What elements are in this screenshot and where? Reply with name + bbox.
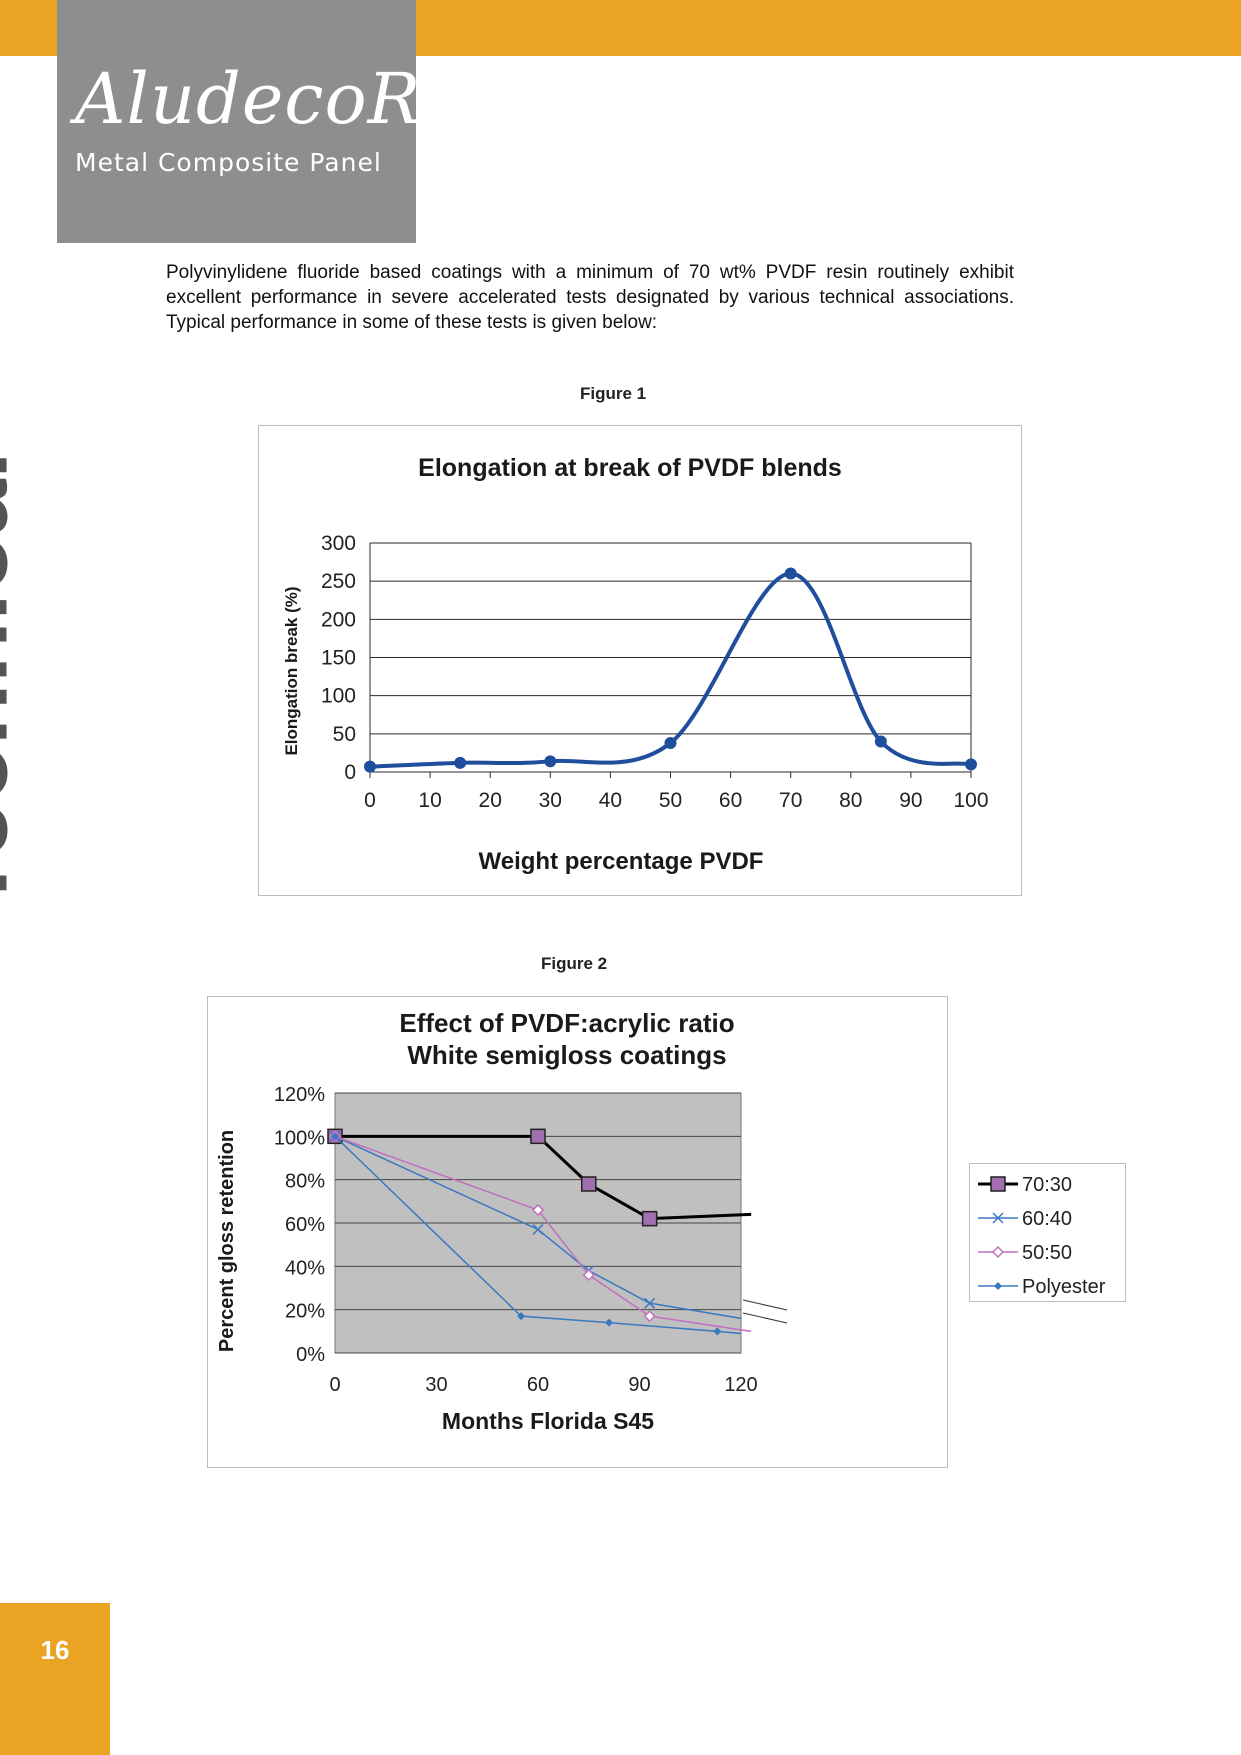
chart1-x-tick-label: 90 — [899, 789, 922, 812]
chart1-y-tick-label: 200 — [321, 608, 356, 631]
chart2-series-2-marker — [531, 1203, 545, 1217]
chart2-y-tick-label: 20% — [285, 1301, 325, 1323]
chart2-series-3-marker — [605, 1318, 614, 1327]
legend-entry-label: Polyester — [1022, 1276, 1106, 1298]
chart1-y-tick-label: 0 — [344, 761, 356, 784]
chart1-y-tick-label: 250 — [321, 570, 356, 593]
chart1-title: Elongation at break of PVDF blends — [418, 454, 842, 482]
chart2-y-tick-label: 120% — [274, 1084, 325, 1106]
figure2-legend: 70:30 60:40 50:50 Polyester — [969, 1163, 1126, 1302]
page-number-box: 16 — [0, 1603, 110, 1755]
chart1-data-point — [965, 758, 977, 771]
chart2-title: Effect of PVDF:acrylic ratio — [399, 1008, 734, 1038]
chart2-series-1-marker — [644, 1297, 656, 1309]
figure2-chart: Effect of PVDF:acrylic ratio White semig… — [207, 996, 948, 1468]
chart2-series-0-marker — [530, 1128, 546, 1145]
legend-swatch-marker — [991, 1245, 1005, 1259]
chart1-x-tick-label: 70 — [779, 789, 802, 812]
chart1-x-tick-label: 100 — [953, 789, 988, 812]
chart2-y-tick-label: 60% — [285, 1214, 325, 1236]
chart2-series-3-marker — [713, 1327, 722, 1336]
figure1-chart: Elongation at break of PVDF blends Weigh… — [258, 425, 1022, 896]
brand-logo: AludecoR Metal Composite Panel — [57, 0, 420, 243]
chart1-data-point — [364, 760, 376, 773]
chart1-x-axis-label: Weight percentage PVDF — [479, 848, 764, 875]
chart2-series-1-marker — [532, 1223, 544, 1236]
figure2-caption: Figure 2 — [541, 954, 608, 973]
chart2-series-2-marker — [582, 1268, 595, 1282]
legend-entry-label: 70:30 — [1022, 1174, 1072, 1196]
chart2-series-0-marker — [581, 1176, 597, 1192]
chart2-x-axis-label: Months Florida S45 — [442, 1408, 654, 1434]
figure2-svg: Effect of PVDF:acrylic ratio White semig… — [216, 1008, 788, 1434]
legend-entry-label: 60:40 — [1022, 1208, 1072, 1230]
chart2-series-2-marker — [643, 1310, 656, 1323]
chart2-leader-line — [742, 1312, 788, 1324]
logo-wordmark: AludecoR — [75, 58, 422, 140]
chart1-y-tick-label: 50 — [333, 723, 356, 746]
chart2-series-3-marker — [331, 1132, 339, 1141]
sidebar-label-text: Technical — [0, 451, 29, 914]
chart2-y-tick-label: 0% — [296, 1344, 325, 1366]
chart2-leader-line — [742, 1299, 788, 1311]
intro-paragraph: Polyvinylidene fluoride based coatings w… — [166, 262, 1014, 333]
legend-swatch-marker — [990, 1176, 1006, 1192]
legend-entry-label: 50:50 — [1022, 1242, 1072, 1264]
chart2-x-tick-label: 90 — [628, 1374, 650, 1396]
chart2-x-tick-label: 30 — [425, 1374, 447, 1396]
chart2-y-tick-label: 40% — [285, 1257, 325, 1279]
chart1-data-point — [664, 736, 677, 749]
chart2-y-tick-label: 100% — [274, 1127, 325, 1149]
legend-swatch-marker — [992, 1212, 1004, 1224]
figure1-svg: Elongation at break of PVDF blends Weigh… — [282, 454, 989, 875]
chart2-series-0-marker — [641, 1210, 658, 1227]
chart1-data-point — [784, 567, 797, 580]
chart1-y-tick-label: 300 — [321, 532, 356, 555]
chart1-x-tick-label: 80 — [839, 789, 862, 812]
chart2-x-tick-label: 0 — [329, 1374, 340, 1396]
logo-tagline: Metal Composite Panel — [75, 148, 382, 177]
chart2-y-tick-label: 80% — [285, 1171, 325, 1193]
chart2-x-tick-label: 60 — [527, 1374, 549, 1396]
chart1-data-point — [454, 756, 467, 769]
chart1-data-point — [544, 755, 557, 768]
chart2-subtitle: White semigloss coatings — [407, 1040, 726, 1070]
chart2-y-axis-label: Percent gloss retention — [216, 1130, 238, 1352]
chart1-x-tick-label: 20 — [479, 789, 502, 812]
chart1-x-tick-label: 0 — [364, 789, 376, 812]
chart1-y-tick-label: 100 — [321, 685, 356, 708]
chart1-x-tick-label: 30 — [539, 789, 562, 812]
legend-svg: 70:30 60:40 50:50 Polyester — [978, 1174, 1106, 1298]
page-number: 16 — [40, 1635, 70, 1665]
chart1-x-tick-label: 60 — [719, 789, 742, 812]
chart1-x-tick-label: 50 — [659, 789, 682, 812]
figure1-caption: Figure 1 — [580, 384, 647, 403]
chart1-data-point — [874, 735, 887, 748]
chart2-series-3-marker — [517, 1312, 526, 1321]
chart1-x-tick-label: 10 — [418, 789, 441, 812]
chart2-x-tick-label: 120 — [724, 1374, 757, 1396]
legend-swatch-marker — [994, 1282, 1002, 1290]
chart1-y-tick-label: 150 — [321, 647, 356, 670]
chart1-x-tick-label: 40 — [599, 789, 622, 812]
section-sidebar-label: Technical — [0, 451, 29, 914]
chart1-y-axis-label: Elongation break (%) — [282, 586, 301, 755]
